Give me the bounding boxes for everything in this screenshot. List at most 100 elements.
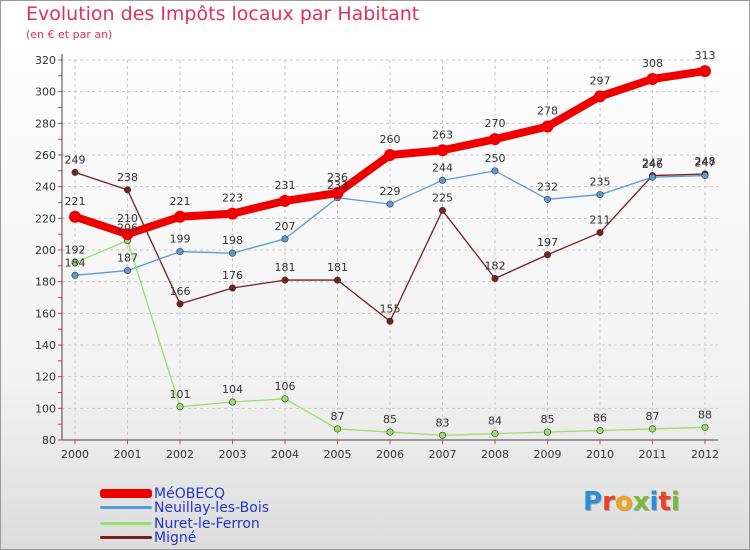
data-point xyxy=(226,207,239,220)
data-label: 225 xyxy=(432,191,453,204)
data-label: 308 xyxy=(642,57,663,70)
data-label: 313 xyxy=(695,49,716,62)
y-tick-label: 300 xyxy=(35,86,56,99)
data-label: 88 xyxy=(698,408,712,421)
data-label: 238 xyxy=(117,171,138,184)
data-point xyxy=(386,428,394,436)
data-label: 247 xyxy=(642,157,663,170)
y-tick-label: 100 xyxy=(35,402,56,415)
data-label: 176 xyxy=(222,269,243,282)
data-label: 297 xyxy=(590,74,611,87)
data-point xyxy=(229,398,237,406)
data-label: 250 xyxy=(485,152,506,165)
data-point xyxy=(596,426,604,434)
series-layer xyxy=(69,65,711,439)
chart-title: Evolution des Impôts locaux par Habitant xyxy=(26,3,420,25)
legend-label: Migné xyxy=(154,529,197,546)
y-tick-label: 180 xyxy=(35,276,56,289)
data-label: 244 xyxy=(432,161,453,174)
data-point xyxy=(701,423,709,431)
data-point xyxy=(543,428,551,436)
chart-subtitle: (en € et par an) xyxy=(26,28,113,41)
data-point xyxy=(491,167,499,175)
data-point xyxy=(594,90,606,103)
y-tick-label: 120 xyxy=(35,371,56,384)
data-label: 260 xyxy=(380,133,401,146)
x-tick-label: 2005 xyxy=(324,448,352,461)
data-label: 249 xyxy=(65,153,86,166)
data-point xyxy=(384,149,396,161)
line-chart: 80 100 120 140 160 180 200 220 240 260 280 300 320 20… xyxy=(35,49,719,461)
axis-layer: 80 100 120 140 160 180 200 220 240 260 280 300 320 20… xyxy=(35,54,719,461)
data-point xyxy=(69,210,81,223)
grid-layer xyxy=(62,59,718,441)
data-label: 84 xyxy=(488,415,502,428)
data-label: 233 xyxy=(327,179,348,192)
data-point xyxy=(491,274,499,282)
data-point xyxy=(279,194,291,207)
data-label: 278 xyxy=(537,105,558,118)
data-label: 104 xyxy=(222,383,243,396)
x-tick-label: 2006 xyxy=(376,448,404,461)
logo-letter: t xyxy=(658,487,671,517)
data-point xyxy=(648,425,656,433)
data-label: 270 xyxy=(485,117,506,130)
legend-swatch xyxy=(100,506,152,509)
data-label: 101 xyxy=(170,388,191,401)
data-point xyxy=(176,248,184,256)
data-label: 85 xyxy=(541,413,555,426)
data-label: 206 xyxy=(117,222,138,235)
x-tick-label: 2003 xyxy=(219,448,247,461)
data-label: 87 xyxy=(331,410,345,423)
y-tick-label: 140 xyxy=(35,339,56,352)
data-point xyxy=(71,271,79,279)
data-point xyxy=(331,187,344,199)
logo-letter: i xyxy=(670,487,680,517)
data-label: 87 xyxy=(646,410,660,423)
legend-item-neuillay-les-bois: Neuillay-les-Bois xyxy=(100,500,269,516)
data-point xyxy=(596,229,604,237)
legend-item-migne: Migné xyxy=(100,529,197,546)
legend-item-nuret-le-ferron: Nuret-le-Ferron xyxy=(100,516,260,532)
data-point xyxy=(176,300,184,308)
data-label: 181 xyxy=(275,261,296,274)
data-label: 184 xyxy=(65,256,86,269)
data-label: 210 xyxy=(117,212,138,225)
data-point xyxy=(436,144,449,157)
data-label: 263 xyxy=(432,128,453,141)
data-label: 211 xyxy=(590,214,611,227)
data-point xyxy=(438,206,446,214)
data-label: 182 xyxy=(485,260,506,273)
legend-swatch xyxy=(100,489,152,498)
x-tick-label: 2002 xyxy=(166,448,194,461)
logo-letter: x xyxy=(632,487,650,517)
data-point xyxy=(543,251,551,259)
data-point xyxy=(386,317,394,325)
data-label: 192 xyxy=(65,244,86,257)
data-label: 229 xyxy=(380,185,401,198)
data-label: 221 xyxy=(170,195,191,208)
data-point xyxy=(333,276,341,284)
legend-item-meobecq: MéOBECQ xyxy=(100,486,225,502)
y-tick-label: 240 xyxy=(35,181,56,194)
data-label: 231 xyxy=(275,179,296,192)
data-label: 86 xyxy=(593,412,607,425)
logo-letter: P xyxy=(583,487,603,517)
data-label: 187 xyxy=(117,252,138,265)
proxiti-logo: Proxiti xyxy=(583,487,680,517)
y-tick-label: 80 xyxy=(42,434,56,447)
data-label: 197 xyxy=(537,236,558,249)
logo-letter: i xyxy=(649,487,659,517)
data-point xyxy=(646,73,659,85)
x-tick-label: 2008 xyxy=(481,448,509,461)
data-point xyxy=(541,120,554,133)
data-point xyxy=(701,172,709,180)
y-tick-label: 160 xyxy=(35,307,56,320)
data-point xyxy=(543,195,551,203)
data-label: 198 xyxy=(222,234,243,247)
data-label: 207 xyxy=(275,220,296,233)
data-label: 247 xyxy=(695,157,716,170)
data-label: 236 xyxy=(327,171,348,184)
data-point xyxy=(229,284,237,292)
x-tick-label: 2000 xyxy=(61,448,89,461)
